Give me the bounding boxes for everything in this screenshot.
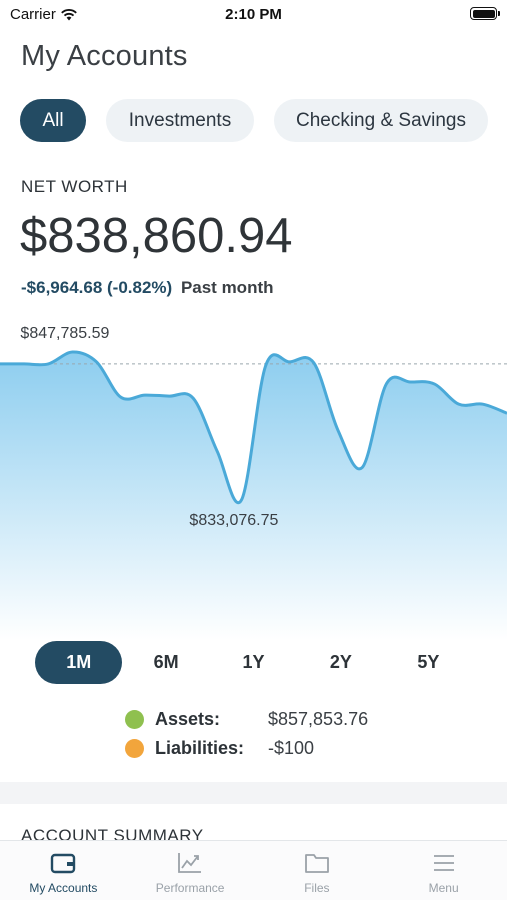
legend-assets: Assets: $857,853.76 bbox=[125, 705, 368, 734]
status-bar: Carrier 2:10 PM bbox=[0, 0, 507, 30]
liabilities-value: -$100 bbox=[268, 738, 315, 758]
range-tab-6m[interactable]: 6M bbox=[153, 652, 179, 672]
legend-liabilities: Liabilities: -$100 bbox=[125, 734, 368, 763]
filter-tab-investments[interactable]: Investments bbox=[106, 99, 254, 142]
range-tab-1m[interactable]: 1M bbox=[35, 641, 123, 684]
liabilities-label: Liabilities: bbox=[155, 738, 245, 758]
section-divider bbox=[0, 782, 507, 804]
wallet-icon bbox=[51, 853, 76, 874]
chart-icon bbox=[178, 853, 202, 873]
bottom-tab-bar: My Accounts Performance Files Menu bbox=[0, 840, 507, 900]
tab-performance-label: Performance bbox=[155, 881, 225, 895]
net-worth-chart[interactable]: $847,785.59 $833,076.75 bbox=[0, 320, 507, 640]
assets-value: $857,853.76 bbox=[268, 709, 369, 729]
time-range-tabs: 1M 6M 1Y 2Y 5Y bbox=[35, 641, 472, 685]
tab-files[interactable]: Files bbox=[254, 841, 381, 900]
assets-label: Assets: bbox=[155, 709, 221, 729]
chart-line bbox=[0, 350, 507, 505]
tab-menu-label: Menu bbox=[428, 881, 459, 895]
net-worth-value: $838,860.94 bbox=[20, 209, 293, 263]
tab-performance[interactable]: Performance bbox=[127, 841, 254, 900]
clock: 2:10 PM bbox=[225, 6, 282, 23]
net-worth-delta: -$6,964.68 (-0.82%) bbox=[21, 278, 173, 297]
chart-area bbox=[0, 351, 507, 640]
range-tab-2y[interactable]: 2Y bbox=[329, 652, 352, 672]
net-worth-change: -$6,964.68 (-0.82%) Past month bbox=[21, 278, 274, 298]
wifi-icon bbox=[61, 9, 77, 21]
tab-my-accounts-label: My Accounts bbox=[29, 881, 98, 895]
tab-files-label: Files bbox=[304, 881, 330, 895]
range-tab-5y[interactable]: 5Y bbox=[417, 652, 440, 672]
net-worth-label: NET WORTH bbox=[21, 177, 128, 196]
filter-tab-all[interactable]: All bbox=[20, 99, 86, 142]
carrier-label: Carrier bbox=[10, 6, 56, 23]
tab-my-accounts[interactable]: My Accounts bbox=[0, 841, 127, 900]
menu-icon bbox=[433, 855, 454, 871]
tab-menu[interactable]: Menu bbox=[380, 841, 507, 900]
net-worth-period: Past month bbox=[180, 278, 274, 297]
account-filter-tabs: All Investments Checking & Savings bbox=[20, 99, 488, 142]
chart-high-label: $847,785.59 bbox=[20, 325, 109, 342]
page-title: My Accounts bbox=[21, 40, 188, 72]
carrier: Carrier bbox=[10, 6, 78, 23]
assets-dot-icon bbox=[125, 710, 144, 729]
battery-icon bbox=[470, 7, 500, 20]
range-tab-1y[interactable]: 1Y bbox=[242, 652, 265, 672]
chart-low-label: $833,076.75 bbox=[189, 512, 278, 529]
filter-tab-checking-savings[interactable]: Checking & Savings bbox=[274, 99, 488, 142]
liabilities-dot-icon bbox=[125, 739, 144, 758]
folder-icon bbox=[304, 854, 329, 873]
chart-legend: Assets: $857,853.76 Liabilities: -$100 bbox=[125, 705, 368, 763]
